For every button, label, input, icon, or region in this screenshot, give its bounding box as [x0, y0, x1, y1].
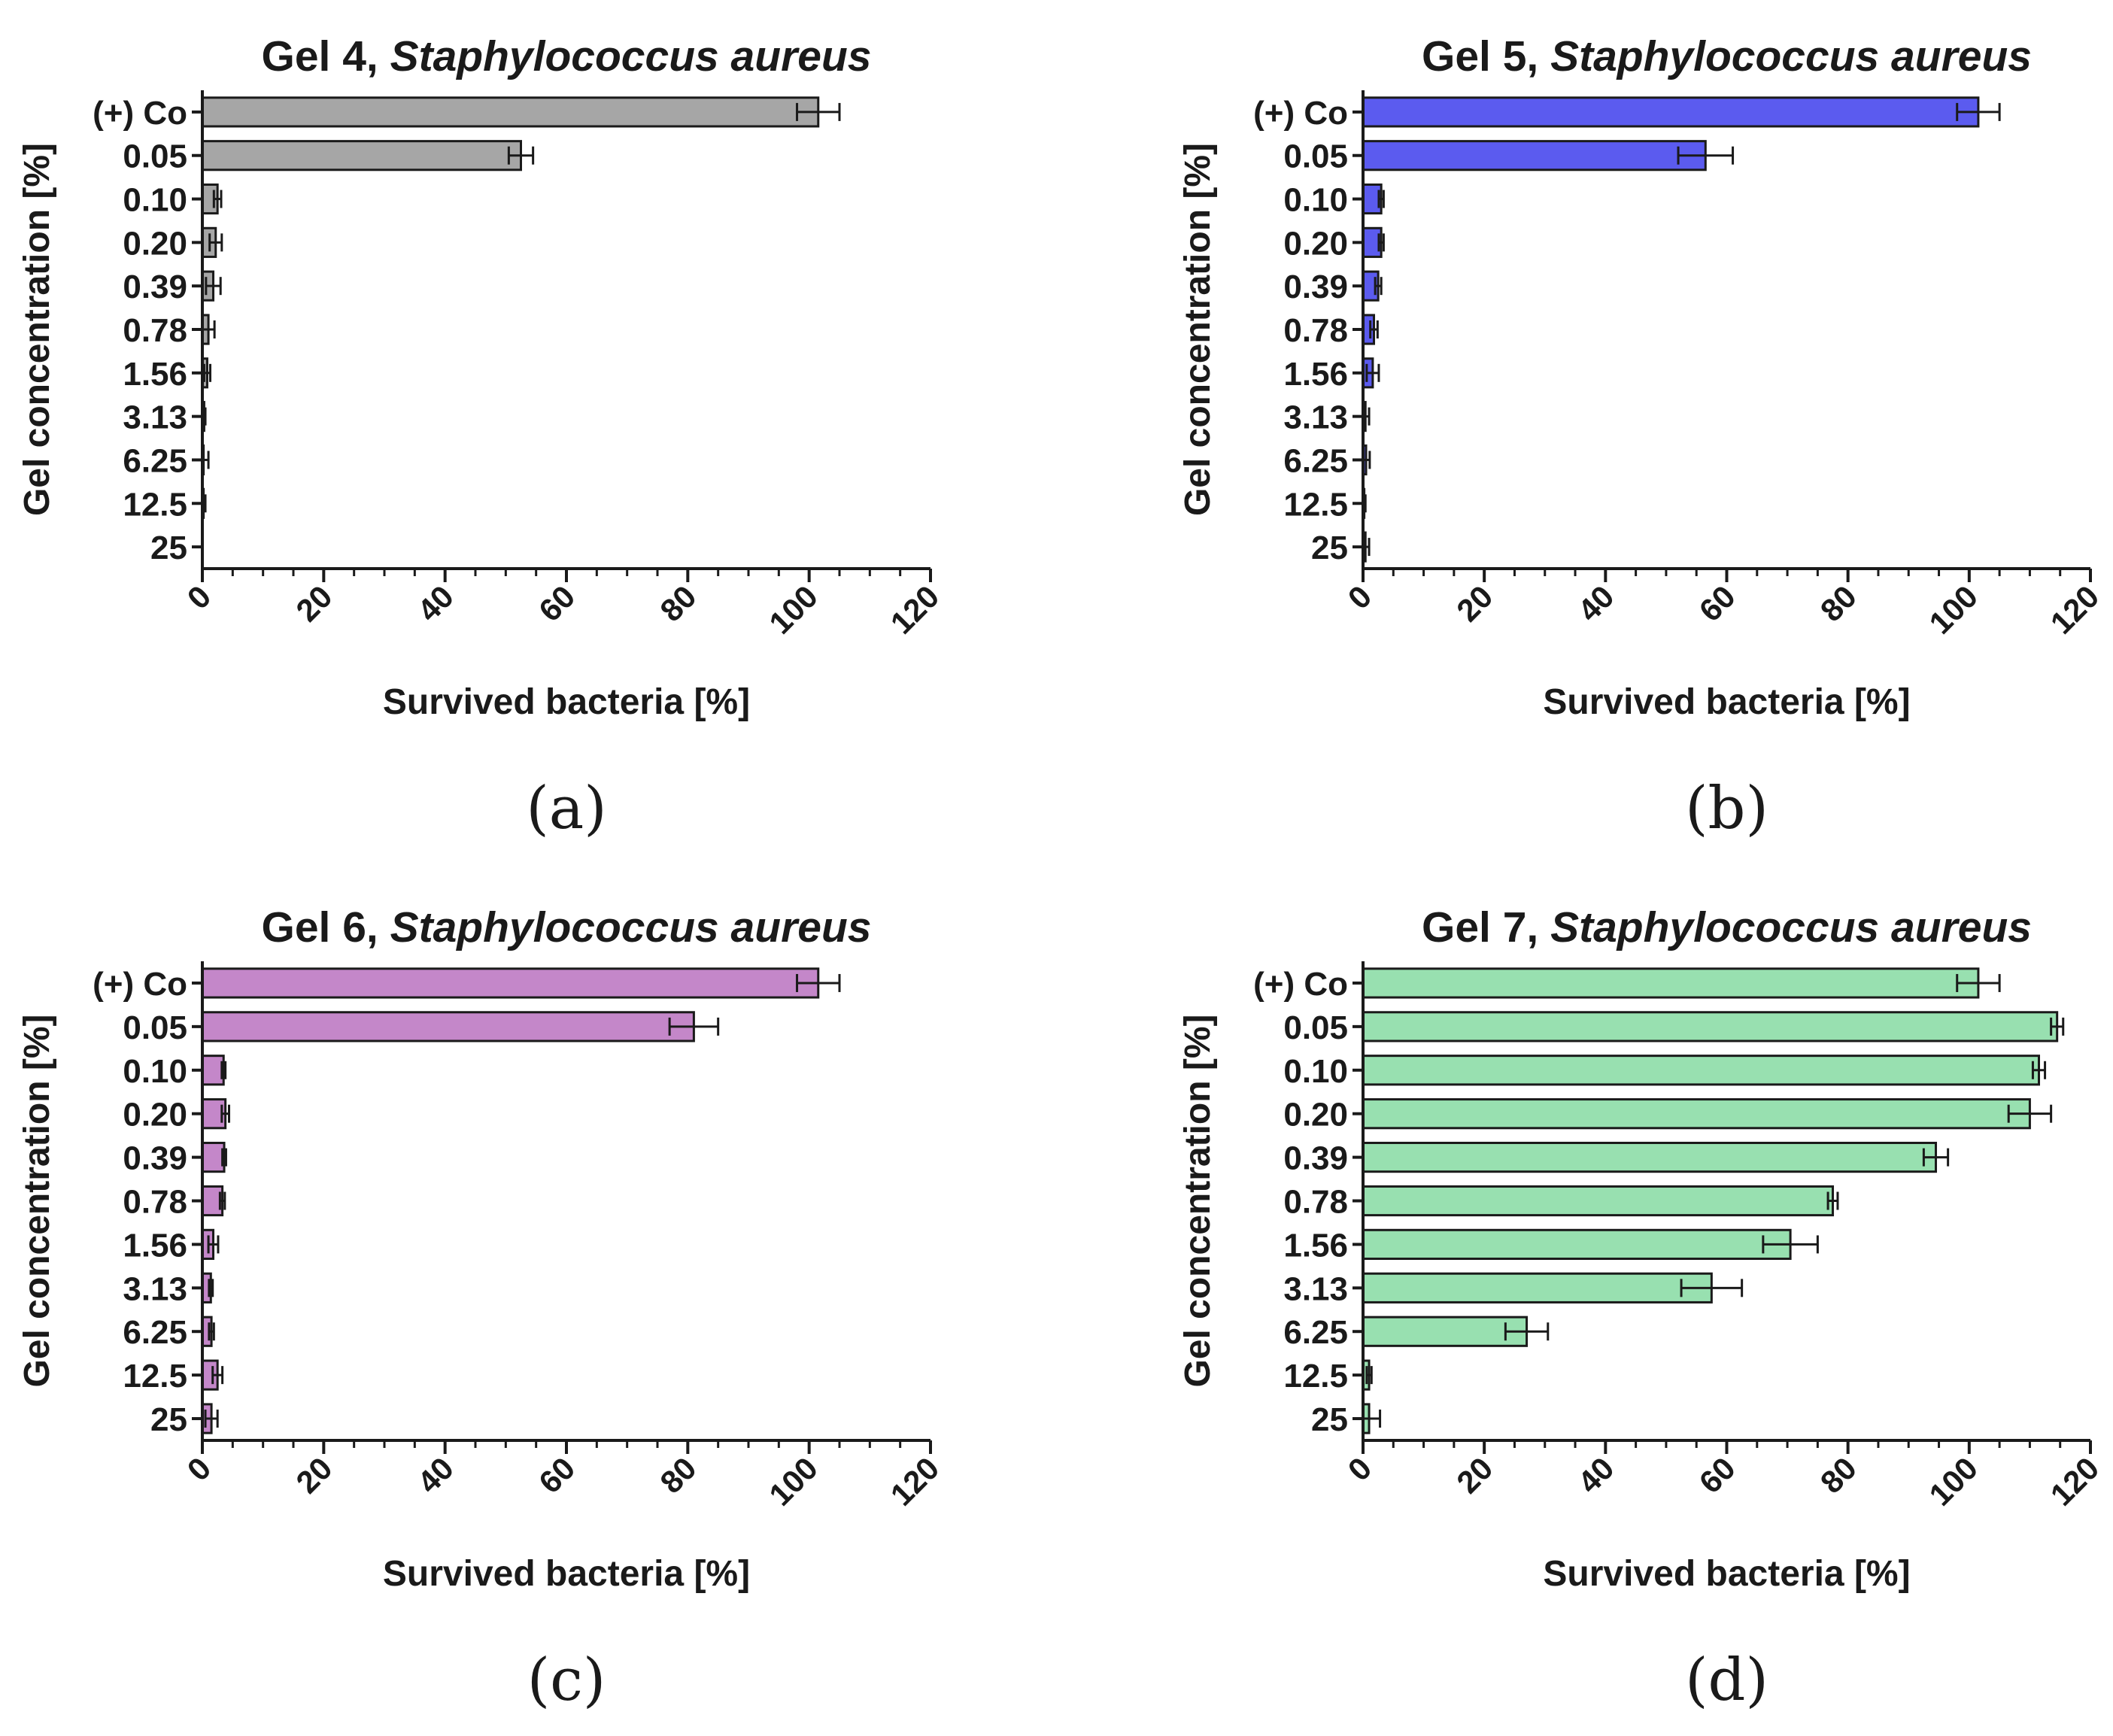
bar	[201, 1011, 695, 1043]
bar	[201, 96, 820, 128]
bar	[1362, 1185, 1835, 1217]
y-tick-label: 1.56	[1283, 1227, 1348, 1264]
bar	[1362, 1316, 1529, 1347]
chart-title-species: Staphylococcus aureus	[1550, 903, 2032, 951]
bar	[1362, 96, 1980, 128]
chart-title-prefix: Gel 6,	[262, 903, 390, 951]
y-tick-label: 0.10	[1283, 1053, 1348, 1090]
y-tick-label: (+) Co	[1253, 95, 1348, 132]
y-tick-label: (+) Co	[1253, 966, 1348, 1003]
y-tick-label: 12.5	[123, 1358, 187, 1395]
y-tick-label: (+) Co	[93, 95, 187, 132]
chart-panel-2: Gel 5, Staphylococcus aureus (+) Co 0.05 0.…	[1178, 32, 2105, 842]
y-tick-label: 25	[150, 530, 187, 566]
x-axis-title: Survived bacteria [%]	[1543, 1554, 1910, 1594]
y-tick-label: 1.56	[123, 1227, 187, 1264]
y-tick-label: 0.20	[123, 225, 187, 262]
chart-title: Gel 5, Staphylococcus aureus	[1422, 32, 2032, 80]
y-tick-label: 0.05	[123, 1009, 187, 1046]
y-tick-label: 0.10	[123, 182, 187, 219]
chart-title-prefix: Gel 5,	[1422, 32, 1550, 80]
y-tick-label: 3.13	[123, 1270, 187, 1307]
y-tick-label: 12.5	[1283, 1358, 1348, 1395]
y-tick-label: 6.25	[123, 1314, 187, 1351]
chart-title-prefix: Gel 7,	[1422, 903, 1550, 951]
y-tick-label: 25	[150, 1401, 187, 1438]
y-tick-label: 12.5	[1283, 486, 1348, 523]
bar	[201, 967, 820, 999]
bar	[1362, 967, 1980, 999]
y-tick-label: 0.20	[1283, 225, 1348, 262]
y-tick-label: 3.13	[1283, 1270, 1348, 1307]
y-tick-label: 6.25	[1283, 442, 1348, 479]
y-tick-label: 0.78	[1283, 1184, 1348, 1221]
chart-title-prefix: Gel 4,	[262, 32, 390, 80]
chart-title-species: Staphylococcus aureus	[390, 32, 872, 80]
y-tick-label: 0.78	[123, 1184, 187, 1221]
panel-label: (a)	[526, 775, 606, 842]
y-tick-label: 0.39	[123, 269, 187, 305]
y-tick-label: (+) Co	[93, 966, 187, 1003]
y-tick-label: 0.10	[1283, 182, 1348, 219]
chart-title: Gel 6, Staphylococcus aureus	[262, 903, 872, 951]
y-tick-label: 3.13	[1283, 399, 1348, 436]
y-tick-label: 25	[1311, 1401, 1348, 1438]
bar	[1362, 1141, 1938, 1173]
y-tick-label: 6.25	[1283, 1314, 1348, 1351]
y-axis-title: Gel concentration [%]	[17, 143, 57, 516]
chart-title-species: Staphylococcus aureus	[390, 903, 872, 951]
bar	[1362, 1272, 1713, 1304]
y-tick-label: 0.20	[123, 1097, 187, 1134]
bar	[1362, 1228, 1792, 1261]
y-tick-label: 0.39	[123, 1140, 187, 1177]
panel-label: (d)	[1685, 1646, 1768, 1714]
y-tick-label: 0.10	[123, 1053, 187, 1090]
y-tick-label: 1.56	[123, 356, 187, 393]
y-tick-label: 25	[1311, 530, 1348, 566]
chart-title: Gel 4, Staphylococcus aureus	[262, 32, 872, 80]
bar	[1362, 1011, 2059, 1043]
y-tick-label: 0.05	[1283, 1009, 1348, 1046]
bar	[1362, 140, 1707, 171]
x-axis-title: Survived bacteria [%]	[383, 682, 750, 722]
bar	[201, 1141, 226, 1173]
bar	[201, 140, 522, 171]
panel-label: (c)	[527, 1646, 606, 1714]
y-axis-title: Gel concentration [%]	[1178, 1014, 1218, 1387]
y-tick-label: 0.78	[123, 312, 187, 349]
y-tick-label: 1.56	[1283, 356, 1348, 393]
y-tick-label: 3.13	[123, 399, 187, 436]
y-tick-label: 0.39	[1283, 269, 1348, 305]
bar	[1362, 1055, 2041, 1086]
y-tick-label: 0.78	[1283, 312, 1348, 349]
y-tick-label: 0.05	[123, 138, 187, 175]
y-tick-label: 12.5	[123, 486, 187, 523]
bar	[201, 1055, 225, 1086]
y-tick-label: 0.05	[1283, 138, 1348, 175]
y-axis-title: Gel concentration [%]	[1178, 143, 1218, 516]
y-tick-label: 0.20	[1283, 1097, 1348, 1134]
x-axis-title: Survived bacteria [%]	[1543, 682, 1910, 722]
panel-label: (b)	[1685, 775, 1768, 842]
bar	[1362, 1098, 2031, 1130]
y-axis-title: Gel concentration [%]	[17, 1014, 57, 1387]
y-tick-label: 0.39	[1283, 1140, 1348, 1177]
chart-title-species: Staphylococcus aureus	[1550, 32, 2032, 80]
x-axis-title: Survived bacteria [%]	[383, 1554, 750, 1594]
chart-title: Gel 7, Staphylococcus aureus	[1422, 903, 2032, 951]
y-tick-label: 6.25	[123, 442, 187, 479]
